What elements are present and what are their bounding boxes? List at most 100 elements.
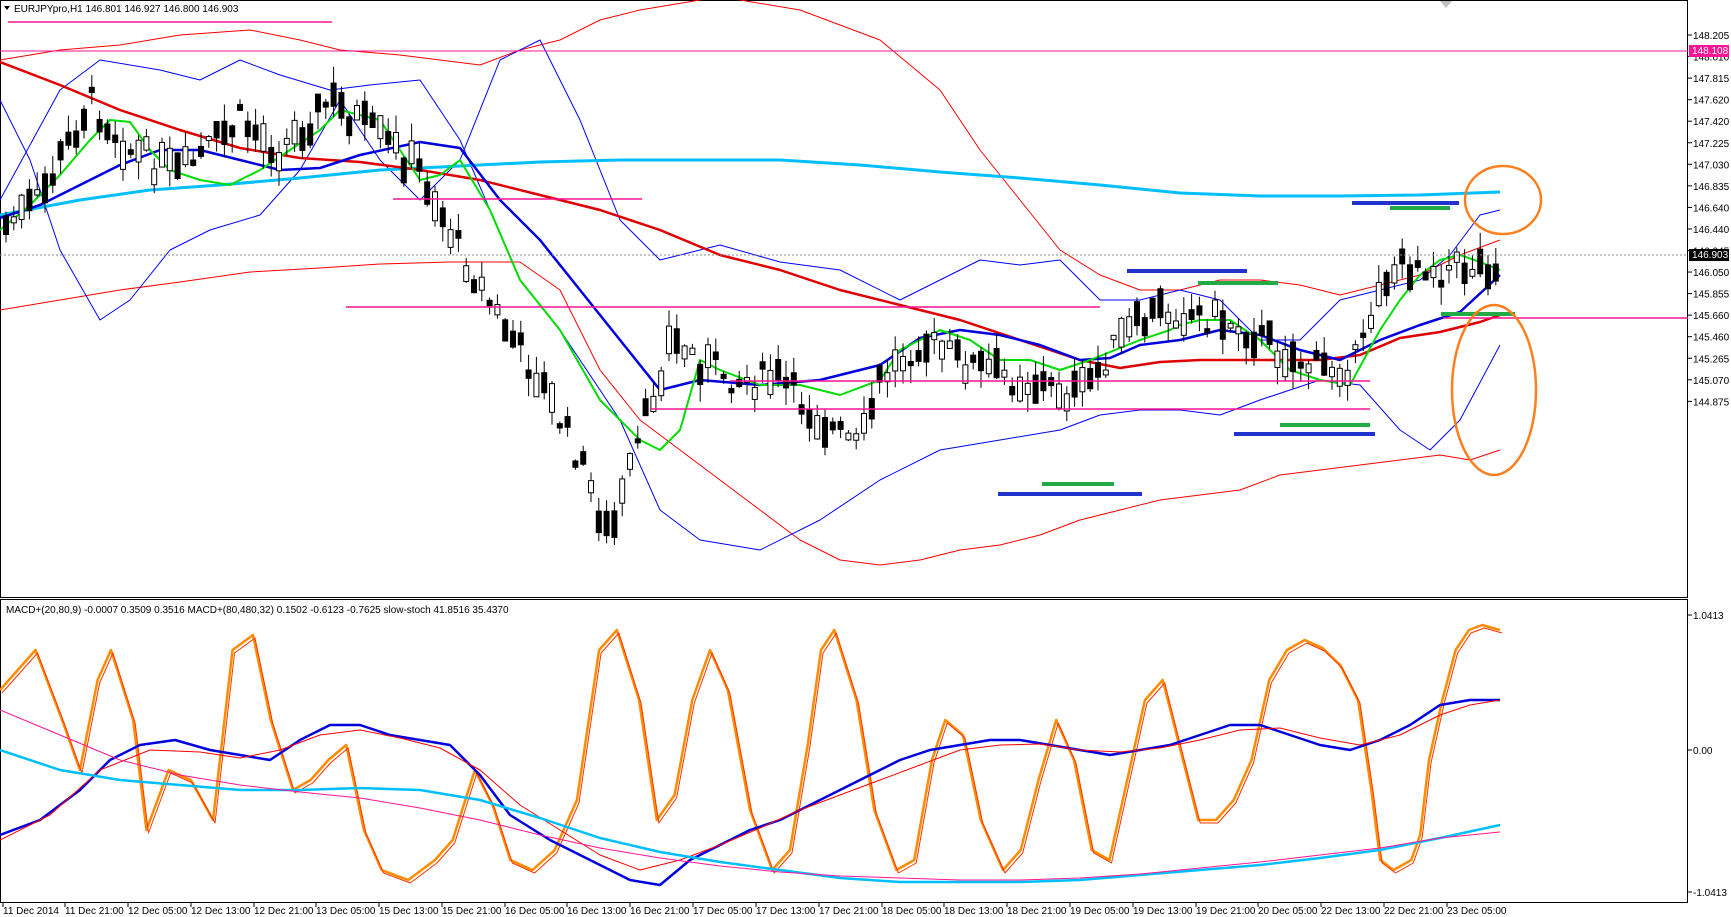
candle-bear [49,173,56,186]
candle-bear [400,157,407,184]
price-tick-label: 144.875 [1693,397,1730,408]
svg-text:146.903: 146.903 [1692,250,1729,261]
candle-bull [34,189,41,196]
candle-bear [1087,368,1094,390]
candle-bull [1165,311,1172,324]
candle-bear [611,510,618,538]
candle-bull [393,132,399,154]
time-tick-label: 12 Dec 13:00 [191,906,251,917]
candle-bear [595,510,602,534]
shift-marker-icon[interactable] [1440,1,1452,8]
price-tick-label: 146.440 [1693,225,1730,236]
candle-bear [1407,264,1413,291]
candle-bear [783,376,789,389]
candle-bear [424,181,431,205]
candle-bear [190,159,197,166]
candle-bull [939,340,945,360]
candle-bear [268,147,275,163]
candle-bear [564,416,571,428]
candle-bear [1243,332,1250,349]
candle-bull [1305,363,1312,374]
candle-bear [775,358,782,382]
candle-bull [1017,376,1023,402]
candle-bear [837,421,844,430]
candle-bear [315,93,321,113]
candle-bear [728,387,735,394]
candle-bear [3,215,9,236]
candle-bull [1110,334,1117,341]
chevron-down-icon[interactable] [4,6,10,10]
candle-bull [814,415,821,440]
candle-bull [619,478,626,504]
candle-bull [1079,367,1086,393]
candle-bull [681,345,688,360]
candle-bull [10,216,17,224]
candle-bear [923,333,930,363]
indicator-header: MACD+(20,80,9) -0.0007 0.3509 0.3516 MAC… [6,605,509,616]
candle-bull [861,413,867,434]
candle-bear [1485,264,1491,290]
candle-bear [112,134,119,144]
time-tick-label: 22 Dec 21:00 [1384,906,1444,917]
candle-bear [1383,271,1390,297]
candle-bear [603,510,610,537]
candle-bull [744,376,750,383]
candle-bear [759,361,766,370]
candle-bull [627,453,633,470]
candle-bear [580,451,587,465]
candle-bull [1469,268,1476,277]
candle-bear [57,141,64,161]
candle-bull [1235,326,1242,335]
macd-fast-line [0,698,1500,887]
candle-bull [1227,322,1234,329]
candle-bear [697,363,704,386]
candle-bear [330,82,337,107]
candle-bull [447,229,454,248]
candle-bear [1032,374,1039,404]
candle-bull [1453,251,1460,263]
candle-bear [993,347,1000,379]
candle-bear [455,230,462,239]
price-tick-label: 145.855 [1693,290,1730,301]
candle-bull [354,105,360,121]
candle-bear [1009,385,1016,396]
candle-bear [1071,370,1078,398]
bollinger-upper-outer-left [0,0,701,66]
time-tick-label: 17 Dec 05:00 [693,906,753,917]
candle-bear [1251,331,1257,359]
candle-bull [962,364,969,384]
candle-bull [182,146,189,166]
indicator-panel-frame [0,599,1688,903]
candle-bull [276,152,282,172]
highlight-circle-top [1463,164,1543,236]
candle-bear [1422,271,1429,281]
candle-bear [198,145,204,157]
candle-bear [1266,320,1273,345]
candle-bull [283,137,290,145]
candle-bull [1391,264,1398,284]
price-tick-label: 145.460 [1693,333,1730,344]
candle-bull [705,344,711,369]
candle-bull [1212,299,1218,317]
candle-bear [213,121,220,139]
candle-bear [1204,328,1211,334]
indicator-tick-label: 1.0413 [1693,611,1724,622]
candle-bear [299,127,306,151]
candle-bull [159,141,165,168]
price-tick-label: 146.050 [1693,268,1730,279]
candle-bull [853,433,860,441]
indicator-tick-label: 0.00 [1693,746,1713,757]
candle-bull [845,432,852,441]
candle-bear [1492,263,1499,282]
candle-bear [1461,262,1468,285]
price-tick-label: 148.010 [1693,53,1730,64]
candle-bear [1196,305,1203,316]
candle-bull [751,387,758,400]
time-tick-label: 17 Dec 21:00 [819,906,879,917]
candle-bear [502,319,509,342]
price-tick-label: 145.070 [1693,376,1730,387]
candle-bear [876,365,883,383]
candle-bull [1001,369,1008,378]
candle-bull [463,265,470,282]
